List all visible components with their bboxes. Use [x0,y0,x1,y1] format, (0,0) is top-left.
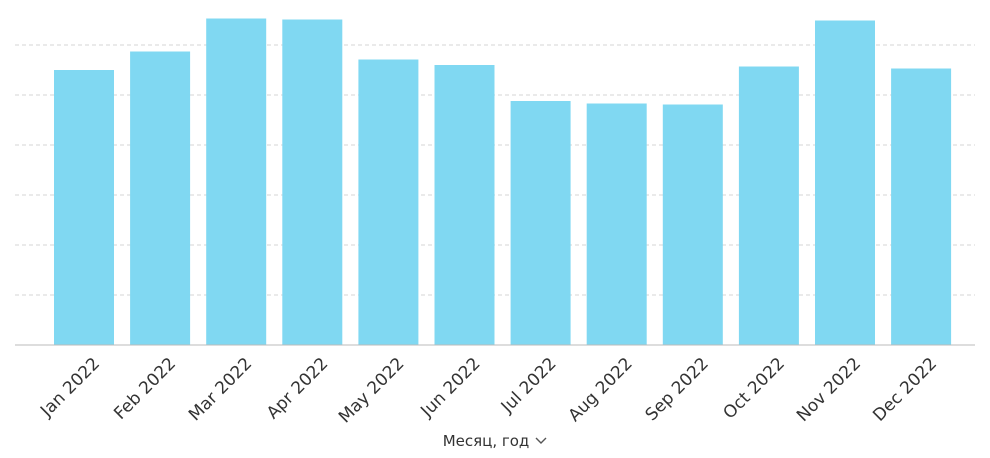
chevron-down-icon [535,437,547,444]
bars [54,18,952,346]
x-tick-label: Aug 2022 [565,354,637,426]
bar-dec-2022[interactable] [891,68,952,346]
bar-feb-2022[interactable] [130,51,191,346]
bar-mar-2022[interactable] [206,18,267,346]
x-axis-title: Месяц, год [442,432,530,450]
x-tick-label: Jun 2022 [416,354,484,422]
x-tick-label: May 2022 [335,354,408,427]
bar-oct-2022[interactable] [738,66,799,346]
bar-nov-2022[interactable] [815,20,875,346]
x-tick-label: Jan 2022 [36,354,104,422]
bar-jan-2022[interactable] [54,70,114,345]
x-tick-label: Mar 2022 [185,354,256,425]
bar-jul-2022[interactable] [510,101,571,345]
x-tick-label: Apr 2022 [263,354,332,423]
bar-jun-2022[interactable] [434,65,495,345]
x-axis-title-dropdown[interactable]: Месяц, год [0,432,990,450]
x-tick-label: Sep 2022 [642,354,713,425]
x-tick-label: Dec 2022 [869,354,941,426]
bar-chart: Jan 2022 Feb 2022 Mar 2022 Apr 2022 May 2022… [15,18,975,427]
x-tick-label: Oct 2022 [720,354,789,423]
x-tick-labels: Jan 2022 Feb 2022 Mar 2022 Apr 2022 May 2022… [36,354,941,427]
bar-apr-2022[interactable] [282,19,343,346]
x-tick-label: Nov 2022 [793,354,865,426]
bar-may-2022[interactable] [358,59,419,346]
bar-aug-2022[interactable] [586,103,647,346]
bar-sep-2022[interactable] [662,104,723,346]
x-tick-label: Feb 2022 [110,354,180,424]
x-tick-label: Jul 2022 [497,354,561,418]
